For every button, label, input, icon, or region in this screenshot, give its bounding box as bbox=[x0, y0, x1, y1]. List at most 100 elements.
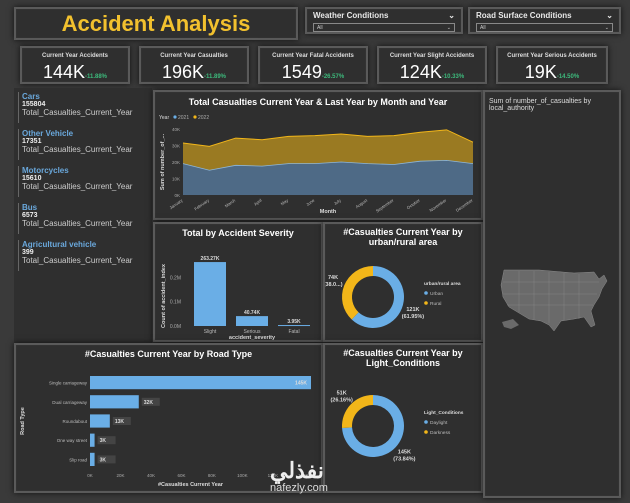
kpi-title: Current Year Slight Accidents bbox=[389, 53, 475, 59]
legend-label: Darkness bbox=[430, 430, 451, 436]
kpi-card-accidents: Current Year Accidents 144K-11.88% bbox=[20, 46, 130, 84]
y-tick-label: 0.2M bbox=[170, 275, 181, 281]
chevron-down-icon: ⌄ bbox=[446, 24, 451, 31]
road-surface-slicer[interactable]: Road Surface Conditions ⌄ All ⌄ bbox=[468, 7, 621, 34]
x-axis-title: accident_severity bbox=[229, 335, 276, 341]
kpi-value: 1549 bbox=[281, 62, 322, 82]
kpi-title: Current Year Serious Accidents bbox=[507, 53, 597, 59]
data-label: 3.95K bbox=[287, 319, 301, 325]
list-item[interactable]: Other Vehicle 17351 Total_Casualties_Cur… bbox=[18, 129, 152, 160]
light-conditions-chart-panel[interactable]: #Casualties Current Year by Light_Condit… bbox=[323, 343, 483, 493]
vehicle-measure: Total_Casualties_Current_Year bbox=[22, 219, 133, 228]
legend-marker bbox=[193, 115, 197, 119]
chevron-down-icon[interactable]: ⌄ bbox=[448, 11, 455, 20]
x-tick-label: March bbox=[224, 197, 237, 208]
monthly-area-chart[interactable]: Year 2021 2022 0K 10K 20K 30K 40K January Februar… bbox=[155, 107, 481, 217]
weather-slicer-label: Weather Conditions bbox=[313, 11, 389, 20]
y-tick-label: Slip road bbox=[69, 457, 87, 462]
legend-label: 2022 bbox=[198, 115, 209, 121]
data-label: 13K bbox=[115, 419, 125, 425]
vehicle-value: 155804 bbox=[22, 101, 46, 108]
map-title: Sum of number_of_casualties by local_aut… bbox=[489, 98, 591, 112]
weather-slicer[interactable]: Weather Conditions ⌄ All ⌄ bbox=[305, 7, 463, 34]
kpi-title: Current Year Casualties bbox=[160, 53, 228, 59]
watermark: نفذلي nafezly.com bbox=[270, 460, 328, 495]
data-label-pct: (73.84%) bbox=[393, 456, 415, 462]
x-tick-label: September bbox=[375, 197, 395, 213]
vehicle-value: 399 bbox=[22, 249, 34, 256]
map-panel[interactable]: Sum of number_of_casualties by local_aut… bbox=[483, 90, 621, 498]
y-tick-label: Dual carriageway bbox=[52, 400, 88, 405]
chart-title: #Casualties Current Year by Light_Condit… bbox=[343, 348, 463, 368]
donut-slice-daylight bbox=[342, 395, 404, 457]
x-tick-label: December bbox=[455, 197, 474, 213]
list-item[interactable]: Motorcycles 15610 Total_Casualties_Curre… bbox=[18, 166, 152, 197]
road-surface-dropdown[interactable]: All ⌄ bbox=[476, 23, 613, 32]
us-map[interactable] bbox=[499, 267, 630, 347]
list-item[interactable]: Bus 6573 Total_Casualties_Current_Year bbox=[18, 203, 152, 234]
road-type-chart-panel[interactable]: #Casualties Current Year by Road Type Si… bbox=[14, 343, 323, 493]
data-label-pct: (26.16%) bbox=[330, 398, 352, 404]
x-tick-label: Serious bbox=[244, 329, 261, 335]
vehicle-type-list: Cars 155804 Total_Casualties_Current_Yea… bbox=[14, 88, 152, 343]
chart-title: Total Casualties Current Year & Last Yea… bbox=[188, 97, 448, 107]
light-conditions-donut-chart[interactable]: 145K(73.84%) 51K(26.16%) Light_Conditions D… bbox=[325, 368, 481, 488]
y-axis-title: Count of accident_index bbox=[161, 263, 167, 328]
x-tick-label: February bbox=[193, 197, 210, 211]
data-label-bg bbox=[141, 397, 160, 406]
data-label: 3K bbox=[100, 438, 107, 444]
data-label: 3K bbox=[100, 457, 107, 463]
road-type-bar bbox=[90, 452, 95, 466]
kpi-value: 19K bbox=[524, 62, 557, 82]
x-tick-label: Slight bbox=[204, 329, 217, 335]
list-item[interactable]: Cars 155804 Total_Casualties_Current_Yea… bbox=[18, 92, 152, 123]
monthly-area-chart-panel[interactable]: Total Casualties Current Year & Last Yea… bbox=[153, 90, 483, 220]
severity-bar bbox=[194, 262, 226, 326]
chart-title: #Casualties Current Year by urban/rural … bbox=[343, 227, 463, 247]
x-tick-label: 80K bbox=[208, 473, 216, 478]
y-tick-label: 30K bbox=[172, 144, 180, 149]
road-type-bar-chart[interactable]: Single carriageway 145K Dual carriageway 32… bbox=[16, 359, 321, 492]
road-surface-selected-value: All bbox=[480, 24, 486, 31]
weather-dropdown[interactable]: All ⌄ bbox=[313, 23, 455, 32]
legend-label: 2021 bbox=[178, 115, 189, 121]
data-label: 145K bbox=[295, 381, 307, 387]
data-label: 40.74K bbox=[244, 310, 261, 316]
data-label: 263.27K bbox=[201, 256, 220, 262]
weather-selected-value: All bbox=[317, 24, 323, 31]
legend-label: Daylight bbox=[430, 420, 448, 426]
x-tick-label: 20K bbox=[116, 473, 124, 478]
chevron-down-icon[interactable]: ⌄ bbox=[606, 11, 613, 20]
kpi-title: Current Year Accidents bbox=[41, 53, 109, 59]
list-item[interactable]: Agricultural vehicle 399 Total_Casualtie… bbox=[18, 240, 152, 271]
data-label: 74K bbox=[328, 275, 338, 281]
vehicle-name: Bus bbox=[22, 203, 38, 212]
vehicle-name: Motorcycles bbox=[22, 166, 69, 175]
y-tick-label: 40K bbox=[172, 127, 180, 132]
chevron-down-icon: ⌄ bbox=[604, 24, 609, 31]
vehicle-value: 17351 bbox=[22, 138, 42, 145]
urban-rural-donut-chart[interactable]: 121K(61.95%) 74K(38.0...) urban/rural area… bbox=[324, 247, 481, 339]
x-tick-label: November bbox=[429, 197, 448, 213]
state-borders bbox=[503, 271, 599, 323]
vehicle-value: 6573 bbox=[22, 212, 38, 219]
x-tick-label: August bbox=[355, 197, 369, 209]
legend-marker bbox=[424, 301, 428, 305]
us-map-shape[interactable] bbox=[500, 269, 608, 332]
x-tick-label: 120K bbox=[268, 473, 279, 478]
vehicle-measure: Total_Casualties_Current_Year bbox=[22, 108, 133, 117]
donut-slice-rural bbox=[342, 266, 373, 320]
road-surface-slicer-label: Road Surface Conditions bbox=[476, 11, 572, 20]
area-series-2021 bbox=[183, 160, 473, 195]
severity-chart-panel[interactable]: Total by Accident Severity 0.0M 0.1M 0.2M 2… bbox=[153, 222, 323, 342]
alaska-shape bbox=[502, 319, 519, 329]
y-tick-label: 20K bbox=[172, 160, 180, 165]
road-type-bar bbox=[90, 433, 95, 447]
donut-slice-darkness bbox=[342, 395, 373, 428]
vehicle-measure: Total_Casualties_Current_Year bbox=[22, 256, 133, 265]
x-tick-label: October bbox=[406, 197, 422, 210]
kpi-change: -11.89% bbox=[204, 74, 227, 80]
road-type-bar bbox=[90, 414, 110, 428]
urban-rural-chart-panel[interactable]: #Casualties Current Year by urban/rural … bbox=[323, 222, 483, 342]
severity-bar-chart[interactable]: 0.0M 0.1M 0.2M 263.27K Slight 40.74K Serious 3.… bbox=[155, 238, 321, 342]
